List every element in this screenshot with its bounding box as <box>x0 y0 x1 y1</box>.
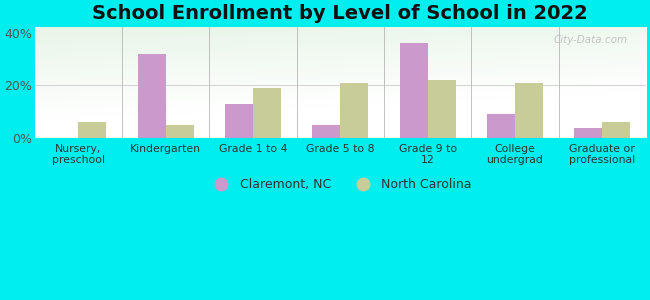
Bar <box>138 54 166 138</box>
Text: City-Data.com: City-Data.com <box>553 35 627 45</box>
Bar <box>515 83 543 138</box>
Bar <box>428 80 456 138</box>
Bar <box>253 88 281 138</box>
Legend: Claremont, NC, North Carolina: Claremont, NC, North Carolina <box>204 173 477 196</box>
Bar <box>341 83 369 138</box>
Bar <box>574 128 602 138</box>
Bar <box>487 114 515 138</box>
Bar <box>602 122 630 138</box>
Bar <box>225 104 253 138</box>
Bar <box>313 125 341 138</box>
Bar <box>79 122 107 138</box>
Title: School Enrollment by Level of School in 2022: School Enrollment by Level of School in … <box>92 4 588 23</box>
Bar <box>166 125 194 138</box>
Bar <box>400 43 428 138</box>
